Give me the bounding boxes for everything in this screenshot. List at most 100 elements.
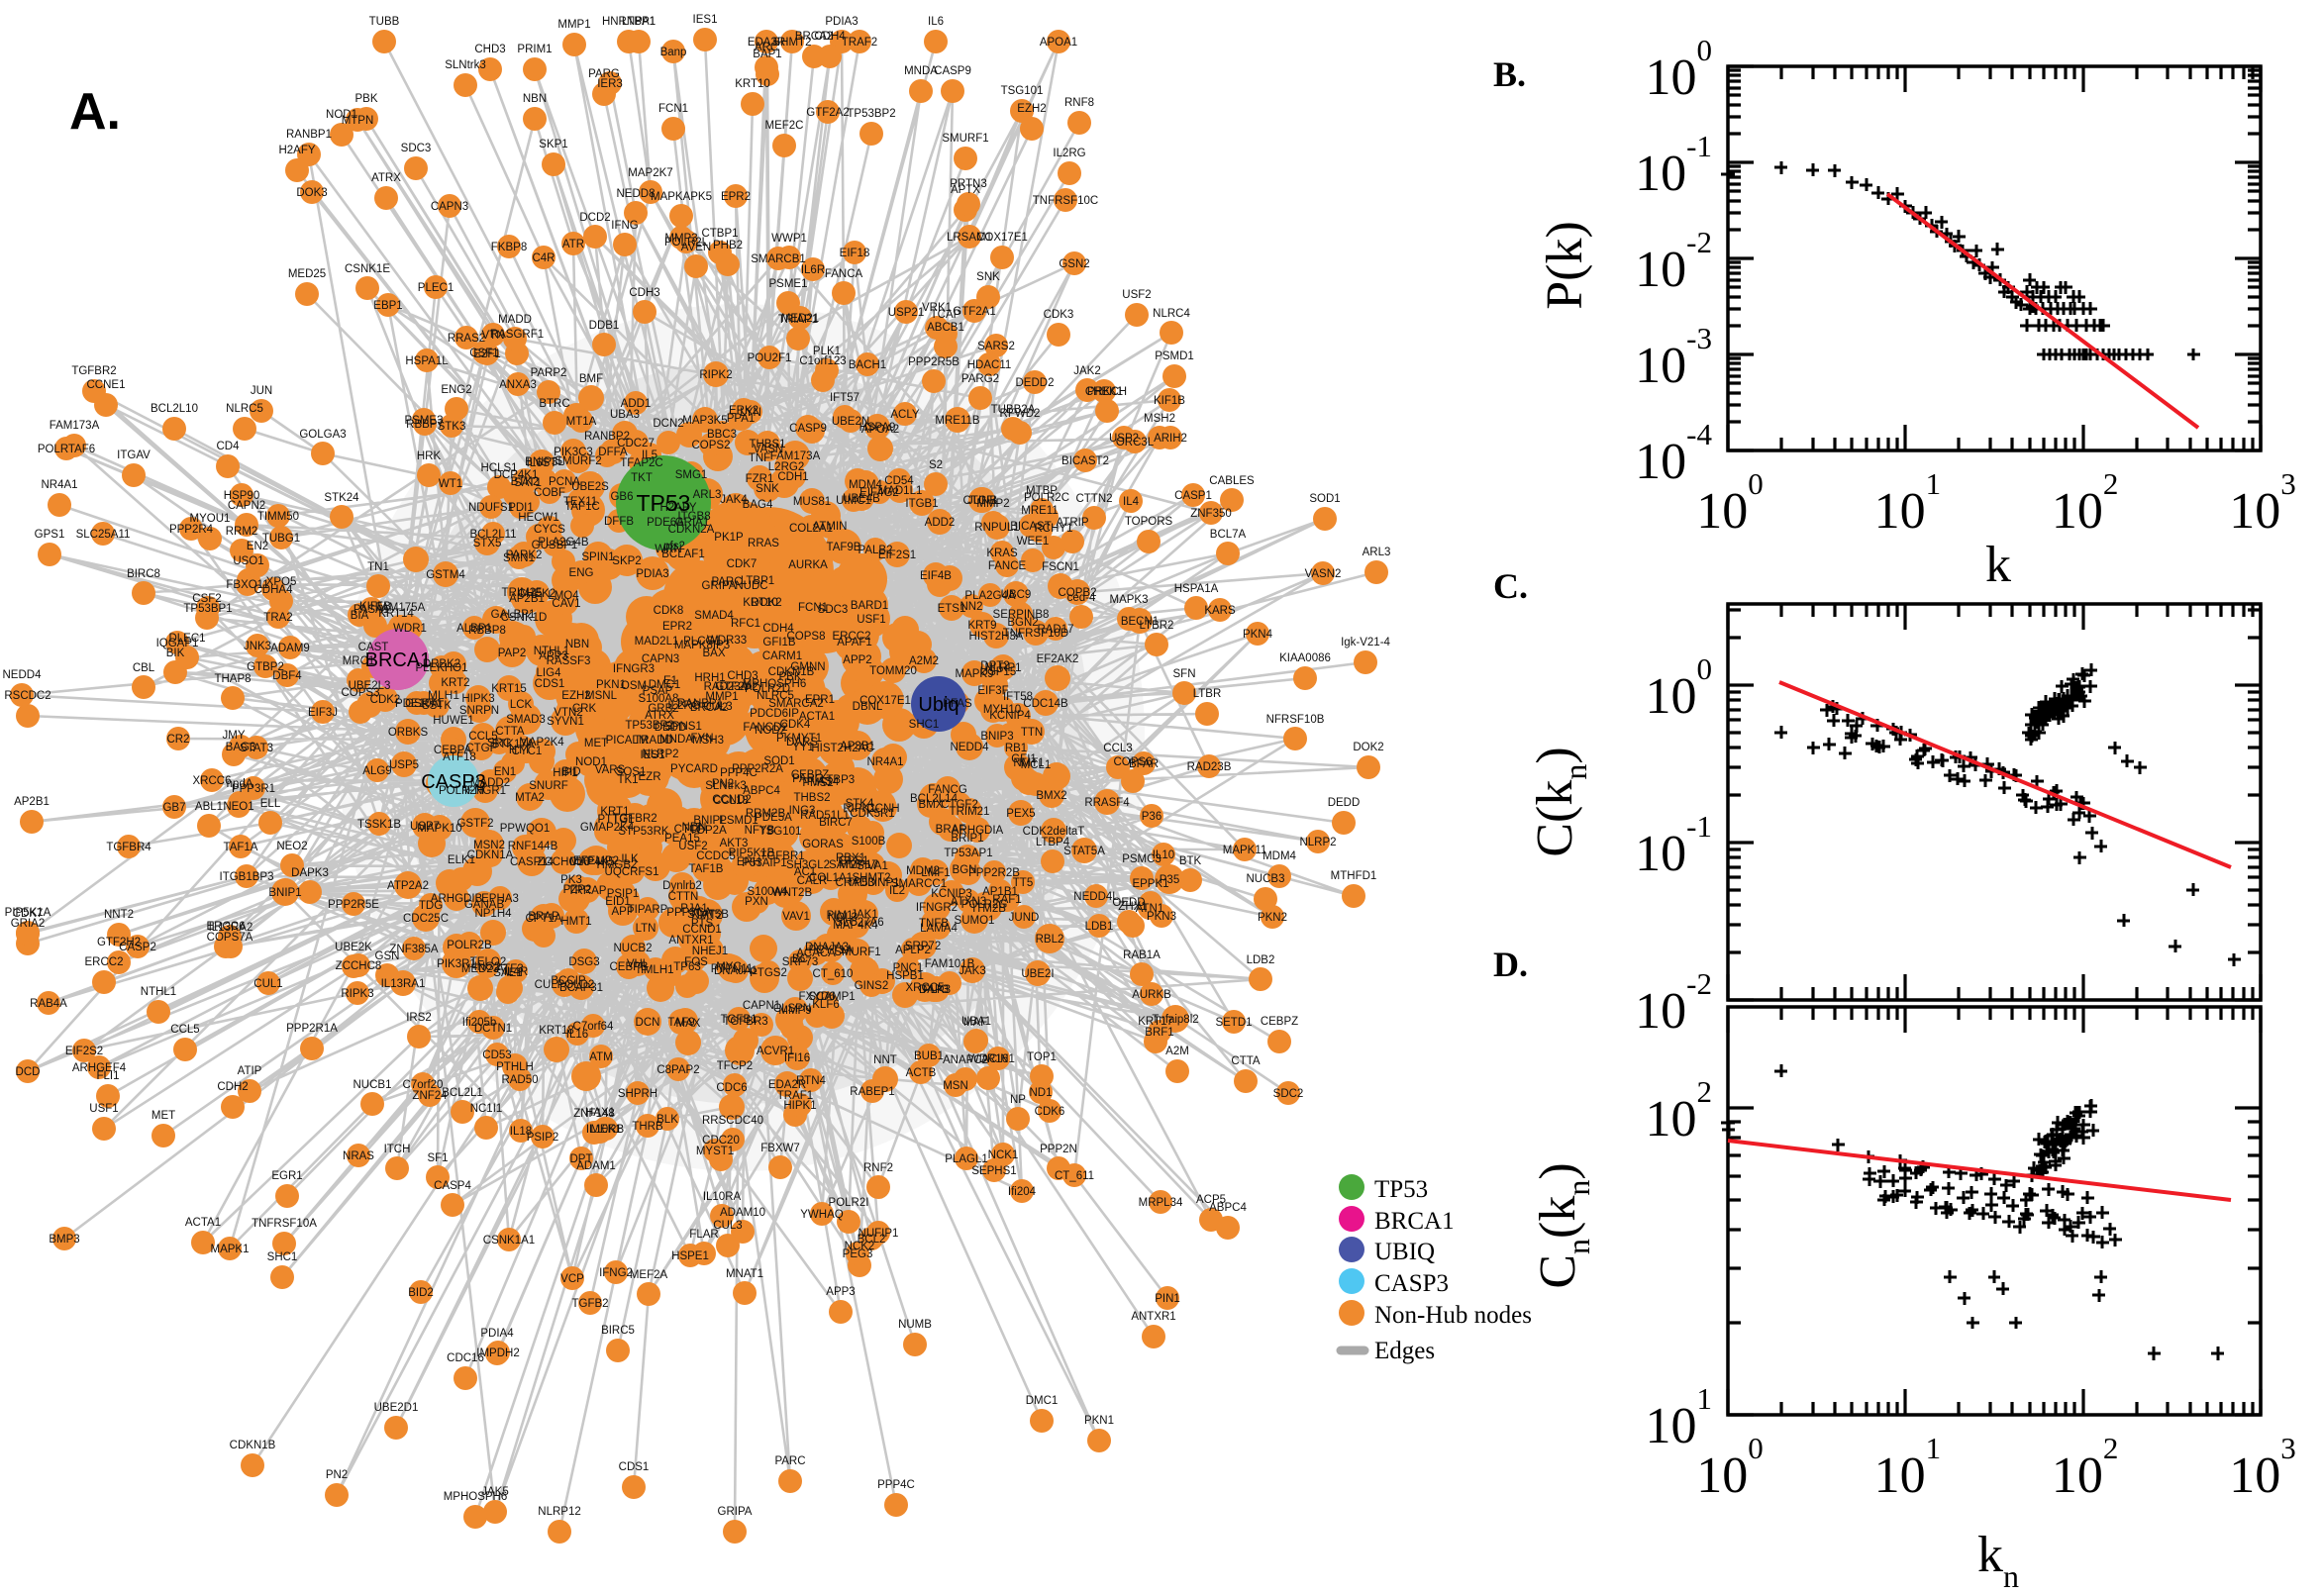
svg-text:CDH2: CDH2 xyxy=(217,1081,248,1093)
svg-text:SPNS1: SPNS1 xyxy=(664,721,702,733)
svg-text:RRAS2: RRAS2 xyxy=(448,333,485,345)
svg-text:NR4A1: NR4A1 xyxy=(866,756,903,768)
svg-text:AKT3: AKT3 xyxy=(720,838,749,849)
svg-text:DOK3: DOK3 xyxy=(296,187,327,199)
svg-text:RRSCDC40: RRSCDC40 xyxy=(702,1115,763,1127)
svg-text:HIST2H2AC: HIST2H2AC xyxy=(811,743,873,754)
svg-text:PN2: PN2 xyxy=(712,778,734,790)
svg-text:PDE5A: PDE5A xyxy=(755,812,792,824)
svg-text:A2M: A2M xyxy=(1165,1046,1189,1057)
svg-text:EZH2: EZH2 xyxy=(1017,103,1046,115)
svg-text:GB6: GB6 xyxy=(610,491,633,503)
svg-text:KRT9: KRT9 xyxy=(967,620,996,632)
svg-text:UBE2I: UBE2I xyxy=(1021,968,1054,980)
svg-text:IFNG: IFNG xyxy=(611,220,639,232)
svg-text:TTN: TTN xyxy=(1021,727,1043,739)
svg-text:NNT2: NNT2 xyxy=(104,909,134,921)
svg-text:MAP2K4: MAP2K4 xyxy=(519,737,564,748)
svg-text:hMLH1: hMLH1 xyxy=(637,964,673,976)
svg-text:IL10RA: IL10RA xyxy=(703,1191,742,1203)
svg-text:D.: D. xyxy=(1493,945,1528,984)
svg-text:GSTM4: GSTM4 xyxy=(426,569,465,581)
svg-text:COPS6: COPS6 xyxy=(1114,756,1153,768)
svg-text:ARL3: ARL3 xyxy=(1363,547,1391,558)
svg-text:SARS2: SARS2 xyxy=(977,341,1015,352)
svg-text:NTHL1: NTHL1 xyxy=(141,986,176,998)
svg-text:CASP4: CASP4 xyxy=(434,1180,471,1192)
svg-text:RRASF4: RRASF4 xyxy=(1084,797,1130,809)
svg-text:KRAS: KRAS xyxy=(986,548,1018,559)
svg-text:MT1A: MT1A xyxy=(566,416,597,428)
svg-text:DAPK3: DAPK3 xyxy=(291,867,329,879)
svg-text:CT_611: CT_611 xyxy=(1055,1170,1094,1182)
svg-text:SNK: SNK xyxy=(976,271,1000,283)
svg-text:MED21: MED21 xyxy=(781,313,819,325)
svg-text:MMP3: MMP3 xyxy=(664,233,697,245)
svg-text:EPR2: EPR2 xyxy=(662,621,692,633)
svg-text:TP53: TP53 xyxy=(637,490,691,516)
svg-text:GTF2A1: GTF2A1 xyxy=(953,306,995,318)
svg-text:PKN4: PKN4 xyxy=(1243,629,1273,641)
svg-text:CUL3: CUL3 xyxy=(713,1220,742,1232)
svg-text:C.: C. xyxy=(1493,566,1528,606)
svg-text:GRIPA: GRIPA xyxy=(718,1506,753,1518)
svg-text:DFFB: DFFB xyxy=(604,516,634,528)
svg-text:MAX: MAX xyxy=(676,1018,701,1030)
svg-text:EPPK1: EPPK1 xyxy=(1132,878,1168,890)
svg-text:FZR1: FZR1 xyxy=(746,473,774,485)
svg-text:FLI1: FLI1 xyxy=(96,1070,119,1082)
svg-text:CDH4: CDH4 xyxy=(814,31,846,43)
svg-text:FSCN1: FSCN1 xyxy=(1042,561,1079,573)
svg-text:HSPA1A: HSPA1A xyxy=(1174,583,1219,595)
svg-text:PRIM1: PRIM1 xyxy=(517,44,552,55)
svg-text:MEF2C: MEF2C xyxy=(765,120,804,132)
svg-text:GUSBP1: GUSBP1 xyxy=(532,540,578,551)
svg-text:DAP3: DAP3 xyxy=(919,984,949,996)
svg-text:MNDA: MNDA xyxy=(904,65,938,77)
svg-text:POLR2B: POLR2B xyxy=(447,940,492,951)
svg-text:JNK3: JNK3 xyxy=(244,641,271,652)
svg-text:DPT2: DPT2 xyxy=(980,660,1009,672)
svg-text:POLR2D: POLR2D xyxy=(745,683,790,695)
svg-text:CD53: CD53 xyxy=(482,1049,511,1061)
svg-text:ATRIP: ATRIP xyxy=(1056,517,1088,529)
svg-text:IES1: IES1 xyxy=(641,749,665,761)
svg-text:CUL3: CUL3 xyxy=(703,701,732,713)
svg-text:LTBP1: LTBP1 xyxy=(622,16,656,28)
svg-text:C7orf20: C7orf20 xyxy=(403,1079,444,1091)
svg-text:TAF1C: TAF1C xyxy=(564,501,600,513)
svg-text:LMF1: LMF1 xyxy=(921,867,950,879)
svg-text:NCK1: NCK1 xyxy=(988,1149,1019,1161)
svg-text:CDK2deltaT: CDK2deltaT xyxy=(1023,826,1085,838)
svg-text:EIF4B: EIF4B xyxy=(920,570,952,582)
svg-text:MSN: MSN xyxy=(943,1080,968,1092)
svg-text:MAPK3: MAPK3 xyxy=(1110,594,1149,606)
svg-text:PDE6A: PDE6A xyxy=(647,517,684,529)
svg-text:HIPK3: HIPK3 xyxy=(461,693,494,705)
svg-text:SLNtrk3: SLNtrk3 xyxy=(445,59,486,71)
svg-text:BCL2: BCL2 xyxy=(858,1234,886,1246)
svg-text:AP2B1: AP2B1 xyxy=(14,796,50,808)
svg-text:NLRP12: NLRP12 xyxy=(538,1506,580,1518)
svg-text:HDAC11: HDAC11 xyxy=(967,359,1012,371)
svg-text:BNIP3: BNIP3 xyxy=(980,731,1013,743)
svg-text:Igk-V21-4: Igk-V21-4 xyxy=(1341,637,1390,648)
svg-text:POLR2C: POLR2C xyxy=(1024,492,1069,504)
svg-text:CDK7: CDK7 xyxy=(727,558,758,570)
svg-text:TAF9B: TAF9B xyxy=(827,542,861,553)
svg-text:CCDC5: CCDC5 xyxy=(696,850,736,862)
svg-text:USP5: USP5 xyxy=(389,759,419,771)
svg-text:PKN1: PKN1 xyxy=(1084,1415,1114,1427)
svg-text:ARL3: ARL3 xyxy=(693,489,722,501)
svg-text:ORC3L: ORC3L xyxy=(1116,437,1155,449)
svg-text:BBC3: BBC3 xyxy=(707,429,737,441)
svg-text:A.: A. xyxy=(69,83,121,141)
svg-text:GOLGA3: GOLGA3 xyxy=(299,429,346,441)
svg-text:GSN2: GSN2 xyxy=(1059,258,1089,270)
svg-text:FXYD6: FXYD6 xyxy=(798,991,835,1003)
svg-text:VAV1: VAV1 xyxy=(782,911,810,923)
svg-text:MMP1: MMP1 xyxy=(557,19,590,31)
svg-text:HMT1: HMT1 xyxy=(560,916,591,928)
svg-text:BAG3: BAG3 xyxy=(226,742,256,753)
svg-text:GMAP2K4: GMAP2K4 xyxy=(580,822,635,834)
